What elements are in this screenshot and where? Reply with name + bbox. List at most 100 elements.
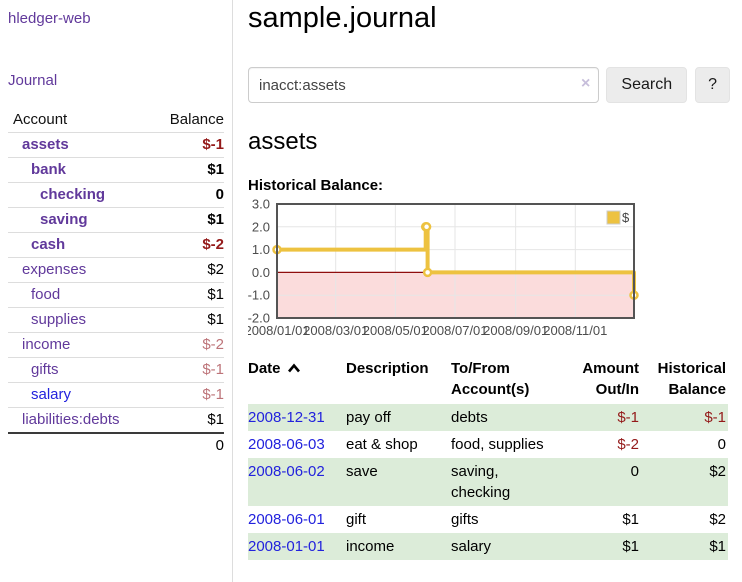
account-balance: $1 bbox=[153, 157, 224, 183]
account-link[interactable]: liabilities:debts bbox=[22, 411, 120, 428]
column-header-label: Description bbox=[346, 360, 429, 378]
transaction-accounts: gifts bbox=[451, 511, 479, 529]
account-balance: $1 bbox=[153, 207, 224, 233]
account-balance: 0 bbox=[153, 182, 224, 208]
clear-search-icon[interactable]: × bbox=[581, 75, 591, 93]
accounts-table: Account Balance assets $-1 bank $1 checking 0… bbox=[8, 108, 224, 458]
account-link[interactable]: gifts bbox=[31, 361, 59, 378]
transaction-description: eat & shop bbox=[346, 436, 418, 454]
account-row: income $-2 bbox=[8, 332, 224, 358]
column-header[interactable]: Date bbox=[248, 356, 346, 404]
accounts-table-body: assets $-1 bank $1 checking 0 saving $1 cash $-2 e… bbox=[8, 133, 224, 433]
transaction-amount: $-2 bbox=[617, 436, 639, 454]
account-row: liabilities:debts $1 bbox=[8, 407, 224, 433]
legend-swatch bbox=[606, 210, 621, 225]
x-tick-label: 2008/11/01 bbox=[543, 323, 607, 338]
account-link[interactable]: supplies bbox=[31, 311, 87, 328]
column-header-label: Date bbox=[248, 360, 281, 378]
balance-chart[interactable]: 3.0 2.0 1.0 0.0 -1.0 -2.02008/01/012008/03/01… bbox=[248, 199, 730, 345]
column-header: To/From Account(s) bbox=[451, 356, 559, 404]
chart-label: Historical Balance: bbox=[248, 177, 384, 195]
y-tick-label: 3.0 bbox=[252, 199, 270, 212]
account-row: expenses $2 bbox=[8, 257, 224, 283]
plot-border bbox=[276, 203, 635, 320]
transaction-amount: 0 bbox=[630, 463, 639, 481]
transaction-balance: 0 bbox=[717, 436, 726, 454]
transaction-balance: $-1 bbox=[704, 409, 726, 427]
x-tick-label: 2008/03/01 bbox=[303, 323, 368, 338]
search-form: × Search ? bbox=[248, 67, 730, 104]
search-button[interactable]: Search bbox=[606, 67, 688, 104]
register-header-row: Date Description To/From Account(s) Amount … bbox=[248, 356, 728, 404]
account-link[interactable]: bank bbox=[31, 161, 67, 178]
transaction-description: income bbox=[346, 538, 395, 556]
y-tick-label: 0.0 bbox=[252, 265, 270, 280]
transaction-balance: $2 bbox=[709, 511, 726, 529]
y-tick-label: 1.0 bbox=[252, 242, 270, 257]
y-tick-label: -2.0 bbox=[248, 311, 270, 326]
y-tick-label: 2.0 bbox=[252, 220, 270, 235]
accounts-header-account: Account bbox=[8, 108, 154, 133]
x-tick-label: 2008/05/01 bbox=[363, 323, 428, 338]
transaction-row: 2008-06-01 gift gifts $1 $2 bbox=[248, 506, 728, 533]
transaction-accounts: salary bbox=[451, 538, 492, 556]
x-tick-label: 2008/01/01 bbox=[248, 323, 310, 338]
transaction-amount: $1 bbox=[622, 511, 639, 529]
account-link[interactable]: income bbox=[22, 336, 71, 353]
transaction-accounts: food, supplies bbox=[451, 436, 544, 454]
account-balance: $2 bbox=[153, 257, 224, 283]
account-row: saving $1 bbox=[8, 207, 224, 233]
transaction-date-link[interactable]: 2008-06-03 bbox=[248, 436, 325, 454]
x-tick-label: 2008/09/01 bbox=[483, 323, 548, 338]
sidebar: hledger-web Journal Account Balance asse… bbox=[0, 0, 233, 582]
account-row: salary $-1 bbox=[8, 382, 224, 408]
search-input[interactable] bbox=[248, 67, 600, 104]
account-heading: assets bbox=[248, 128, 318, 156]
transaction-accounts: debts bbox=[451, 409, 488, 427]
account-link[interactable]: checking bbox=[40, 186, 106, 203]
account-row: gifts $-1 bbox=[8, 357, 224, 383]
account-balance: $1 bbox=[153, 282, 224, 308]
account-link[interactable]: saving bbox=[40, 211, 88, 228]
transaction-date-link[interactable]: 2008-12-31 bbox=[248, 409, 325, 427]
transaction-amount: $-1 bbox=[617, 409, 639, 427]
account-row: bank $1 bbox=[8, 157, 224, 183]
column-header: Description bbox=[346, 356, 451, 404]
column-header: Historical Balance bbox=[641, 356, 728, 404]
transaction-accounts: saving, checking bbox=[451, 463, 511, 502]
account-balance: $-1 bbox=[153, 357, 224, 383]
column-header-label: To/From Account(s) bbox=[451, 360, 530, 399]
help-button[interactable]: ? bbox=[695, 67, 730, 104]
x-tick-label: 2008/07/01 bbox=[422, 323, 487, 338]
transaction-description: gift bbox=[346, 511, 367, 529]
account-link[interactable]: salary bbox=[31, 386, 72, 403]
transaction-balance: $2 bbox=[709, 463, 726, 481]
transaction-date-link[interactable]: 2008-06-01 bbox=[248, 511, 325, 529]
transaction-date-link[interactable]: 2008-01-01 bbox=[248, 538, 325, 556]
transaction-row: 2008-06-03 eat & shop food, supplies $-2 0 bbox=[248, 431, 728, 458]
account-balance: $-2 bbox=[153, 332, 224, 358]
account-row: food $1 bbox=[8, 282, 224, 308]
register-table-body: 2008-12-31 pay off debts $-1 $-1 2008-06-03 ea… bbox=[248, 404, 728, 561]
transaction-row: 2008-12-31 pay off debts $-1 $-1 bbox=[248, 404, 728, 432]
legend-label: $ bbox=[622, 210, 630, 225]
transaction-description: save bbox=[346, 463, 378, 481]
app-title-link[interactable]: hledger-web bbox=[8, 10, 91, 27]
account-row: cash $-2 bbox=[8, 232, 224, 258]
account-link[interactable]: cash bbox=[31, 236, 66, 253]
register-table: Date Description To/From Account(s) Amount … bbox=[248, 356, 728, 561]
accounts-total-balance: 0 bbox=[153, 432, 224, 458]
journal-link[interactable]: Journal bbox=[8, 72, 58, 89]
transaction-row: 2008-01-01 income salary $1 $1 bbox=[248, 533, 728, 561]
account-link[interactable]: food bbox=[31, 286, 61, 303]
transaction-description: pay off bbox=[346, 409, 391, 427]
account-balance: $1 bbox=[153, 407, 224, 433]
data-point-marker bbox=[422, 267, 433, 278]
account-link[interactable]: assets bbox=[22, 136, 69, 153]
main-content: sample.journal × Search ? assets Histori… bbox=[248, 0, 730, 561]
account-link[interactable]: expenses bbox=[22, 261, 87, 278]
transaction-date-link[interactable]: 2008-06-02 bbox=[248, 463, 325, 481]
transaction-row: 2008-06-02 save saving, checking 0 $2 bbox=[248, 458, 728, 507]
accounts-header-balance: Balance bbox=[153, 108, 224, 133]
